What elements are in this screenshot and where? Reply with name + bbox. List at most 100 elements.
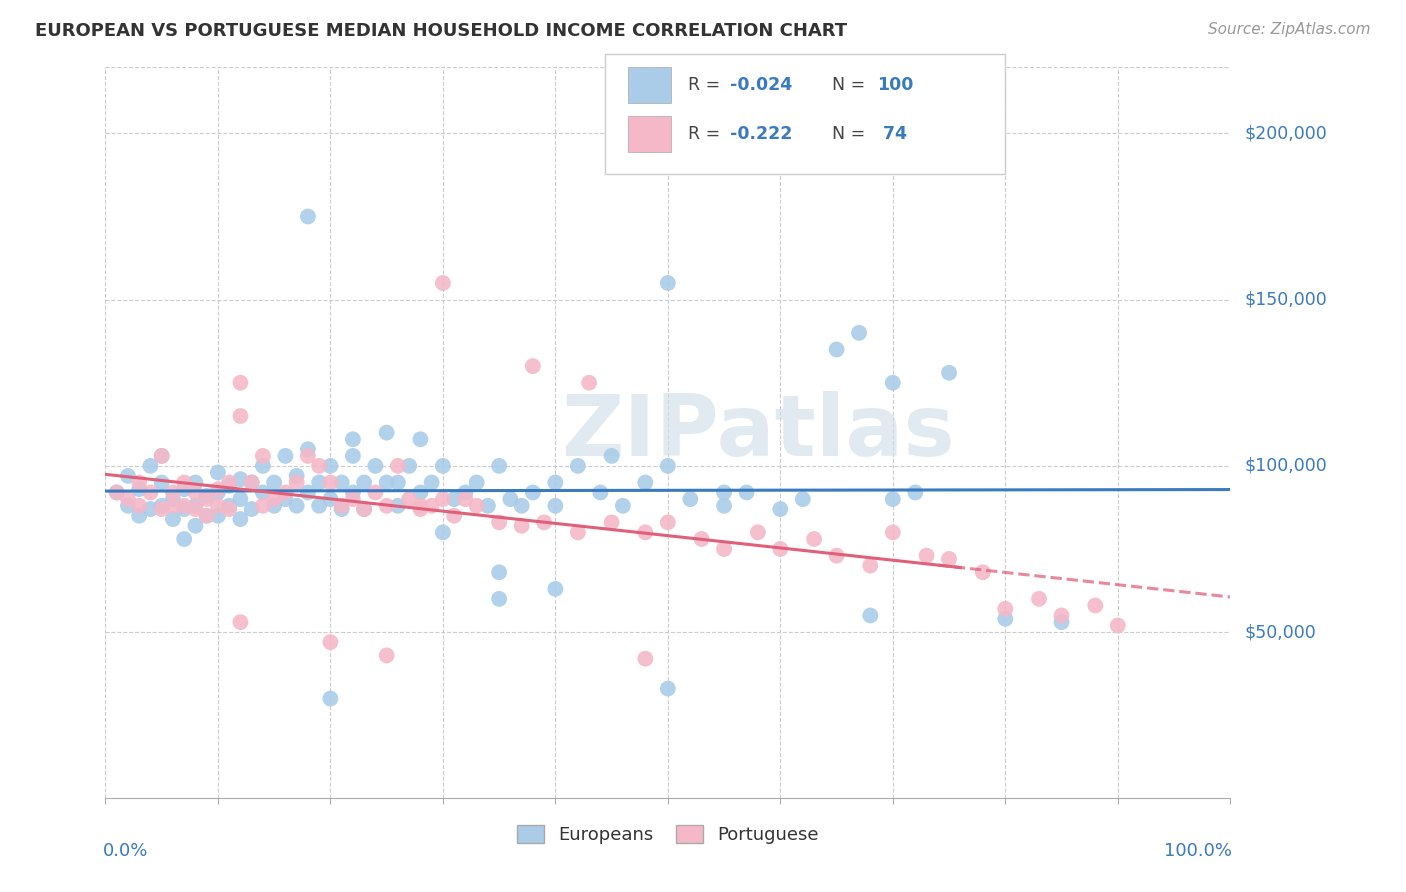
Text: R =: R = xyxy=(688,76,725,94)
Point xyxy=(972,566,994,580)
Point xyxy=(1050,615,1073,629)
Point xyxy=(150,502,173,516)
Point xyxy=(330,502,353,516)
Point xyxy=(589,485,612,500)
Point xyxy=(409,502,432,516)
Point xyxy=(229,492,252,507)
Point xyxy=(657,516,679,530)
Point xyxy=(229,376,252,390)
Point xyxy=(229,615,252,629)
Text: $150,000: $150,000 xyxy=(1244,291,1327,309)
Point xyxy=(139,502,162,516)
Point xyxy=(285,499,308,513)
Point xyxy=(117,499,139,513)
Text: 100.0%: 100.0% xyxy=(1164,842,1233,860)
Point xyxy=(184,502,207,516)
Point xyxy=(342,492,364,507)
Point xyxy=(162,512,184,526)
Point xyxy=(330,499,353,513)
Point xyxy=(285,468,308,483)
Point xyxy=(465,475,488,490)
Point xyxy=(207,485,229,500)
Point xyxy=(634,475,657,490)
Point xyxy=(173,502,195,516)
Point xyxy=(285,475,308,490)
Text: -0.024: -0.024 xyxy=(730,76,792,94)
Point xyxy=(207,466,229,480)
Point xyxy=(522,359,544,373)
Point xyxy=(510,499,533,513)
Point xyxy=(375,499,398,513)
Point xyxy=(477,499,499,513)
Text: $100,000: $100,000 xyxy=(1244,457,1327,475)
Point xyxy=(634,651,657,665)
Point xyxy=(679,492,702,507)
Point xyxy=(105,485,128,500)
Point xyxy=(567,525,589,540)
Point xyxy=(229,409,252,423)
Point xyxy=(342,485,364,500)
Point xyxy=(522,485,544,500)
Point xyxy=(342,449,364,463)
Point xyxy=(600,516,623,530)
Point xyxy=(657,681,679,696)
Point xyxy=(252,449,274,463)
Point xyxy=(218,502,240,516)
Point xyxy=(713,499,735,513)
Point xyxy=(207,499,229,513)
Point xyxy=(375,475,398,490)
Point xyxy=(409,485,432,500)
Point xyxy=(420,499,443,513)
Point xyxy=(150,499,173,513)
Point xyxy=(803,532,825,546)
Point xyxy=(387,499,409,513)
Point xyxy=(274,449,297,463)
Point xyxy=(994,612,1017,626)
Point xyxy=(297,210,319,224)
Point xyxy=(938,552,960,566)
Point xyxy=(915,549,938,563)
Point xyxy=(488,591,510,606)
Point xyxy=(1084,599,1107,613)
Point xyxy=(1107,618,1129,632)
Point xyxy=(432,525,454,540)
Point xyxy=(657,458,679,473)
Point xyxy=(308,475,330,490)
Point xyxy=(150,475,173,490)
Point xyxy=(882,492,904,507)
Point xyxy=(319,691,342,706)
Point xyxy=(353,475,375,490)
Point xyxy=(1050,608,1073,623)
Point xyxy=(218,499,240,513)
Point xyxy=(600,449,623,463)
Point xyxy=(207,482,229,496)
Point xyxy=(173,499,195,513)
Point xyxy=(432,492,454,507)
Point xyxy=(184,518,207,533)
Point xyxy=(308,458,330,473)
Point xyxy=(488,566,510,580)
Point xyxy=(398,492,420,507)
Point xyxy=(229,472,252,486)
Point xyxy=(353,502,375,516)
Point xyxy=(162,492,184,507)
Point xyxy=(184,499,207,513)
Point xyxy=(128,482,150,496)
Point xyxy=(184,475,207,490)
Point xyxy=(207,508,229,523)
Text: -0.222: -0.222 xyxy=(730,125,792,143)
Point xyxy=(848,326,870,340)
Point xyxy=(634,525,657,540)
Point xyxy=(567,458,589,473)
Point xyxy=(533,516,555,530)
Text: 74: 74 xyxy=(877,125,907,143)
Point xyxy=(387,475,409,490)
Point xyxy=(825,549,848,563)
Point xyxy=(229,512,252,526)
Point xyxy=(454,492,477,507)
Point xyxy=(162,499,184,513)
Point xyxy=(297,442,319,457)
Point xyxy=(240,475,263,490)
Point xyxy=(252,499,274,513)
Point xyxy=(409,432,432,446)
